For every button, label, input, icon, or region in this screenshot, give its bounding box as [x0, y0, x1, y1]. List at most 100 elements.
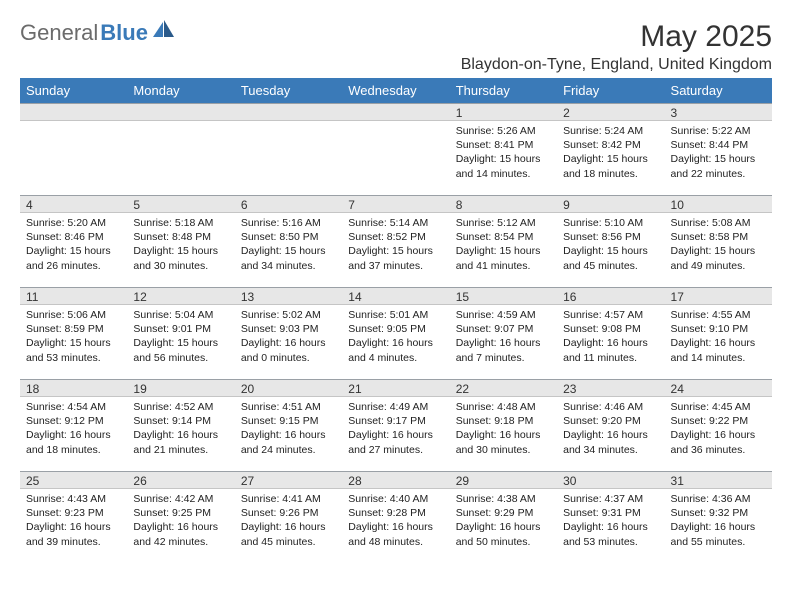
calendar-day-cell: 30Sunrise: 4:37 AMSunset: 9:31 PMDayligh… — [557, 471, 664, 563]
sunset-line: Sunset: 8:52 PM — [348, 230, 443, 244]
sunrise-line: Sunrise: 4:42 AM — [133, 492, 228, 506]
sunset-line: Sunset: 8:41 PM — [456, 138, 551, 152]
daylight-line: Daylight: 15 hours and 53 minutes. — [26, 336, 121, 364]
day-number: 27 — [235, 471, 342, 489]
sunrise-line: Sunrise: 4:40 AM — [348, 492, 443, 506]
sunset-line: Sunset: 9:17 PM — [348, 414, 443, 428]
sunset-line: Sunset: 9:20 PM — [563, 414, 658, 428]
day-details: Sunrise: 5:12 AMSunset: 8:54 PMDaylight:… — [450, 213, 557, 275]
sunrise-line: Sunrise: 5:06 AM — [26, 308, 121, 322]
daylight-line: Daylight: 15 hours and 45 minutes. — [563, 244, 658, 272]
day-details: Sunrise: 4:42 AMSunset: 9:25 PMDaylight:… — [127, 489, 234, 551]
calendar-table: Sunday Monday Tuesday Wednesday Thursday… — [20, 78, 772, 563]
sunset-line: Sunset: 9:26 PM — [241, 506, 336, 520]
daylight-line: Daylight: 16 hours and 55 minutes. — [671, 520, 766, 548]
calendar-day-cell: 14Sunrise: 5:01 AMSunset: 9:05 PMDayligh… — [342, 287, 449, 379]
daylight-line: Daylight: 15 hours and 34 minutes. — [241, 244, 336, 272]
sunset-line: Sunset: 8:56 PM — [563, 230, 658, 244]
day-details: Sunrise: 4:43 AMSunset: 9:23 PMDaylight:… — [20, 489, 127, 551]
day-details: Sunrise: 5:04 AMSunset: 9:01 PMDaylight:… — [127, 305, 234, 367]
daylight-line: Daylight: 16 hours and 42 minutes. — [133, 520, 228, 548]
day-number: 11 — [20, 287, 127, 305]
calendar-day-cell: 6Sunrise: 5:16 AMSunset: 8:50 PMDaylight… — [235, 195, 342, 287]
day-details: Sunrise: 4:55 AMSunset: 9:10 PMDaylight:… — [665, 305, 772, 367]
day-details: Sunrise: 5:24 AMSunset: 8:42 PMDaylight:… — [557, 121, 664, 183]
daylight-line: Daylight: 16 hours and 50 minutes. — [456, 520, 551, 548]
sunrise-line: Sunrise: 4:45 AM — [671, 400, 766, 414]
sunset-line: Sunset: 8:50 PM — [241, 230, 336, 244]
calendar-day-cell: 20Sunrise: 4:51 AMSunset: 9:15 PMDayligh… — [235, 379, 342, 471]
sunrise-line: Sunrise: 5:14 AM — [348, 216, 443, 230]
sunset-line: Sunset: 9:12 PM — [26, 414, 121, 428]
day-number: 23 — [557, 379, 664, 397]
day-details: Sunrise: 5:26 AMSunset: 8:41 PMDaylight:… — [450, 121, 557, 183]
daylight-line: Daylight: 16 hours and 7 minutes. — [456, 336, 551, 364]
calendar-day-cell: 21Sunrise: 4:49 AMSunset: 9:17 PMDayligh… — [342, 379, 449, 471]
calendar-day-cell: 3Sunrise: 5:22 AMSunset: 8:44 PMDaylight… — [665, 103, 772, 195]
sunrise-line: Sunrise: 5:26 AM — [456, 124, 551, 138]
weekday-header-row: Sunday Monday Tuesday Wednesday Thursday… — [20, 78, 772, 103]
day-number: 7 — [342, 195, 449, 213]
weekday-header: Saturday — [665, 78, 772, 103]
day-number: 17 — [665, 287, 772, 305]
day-number: 8 — [450, 195, 557, 213]
calendar-day-cell — [127, 103, 234, 195]
weekday-header: Friday — [557, 78, 664, 103]
day-number: 5 — [127, 195, 234, 213]
sunset-line: Sunset: 9:23 PM — [26, 506, 121, 520]
sunrise-line: Sunrise: 5:10 AM — [563, 216, 658, 230]
calendar-week-row: 18Sunrise: 4:54 AMSunset: 9:12 PMDayligh… — [20, 379, 772, 471]
sunset-line: Sunset: 8:48 PM — [133, 230, 228, 244]
page-title: May 2025 — [461, 20, 772, 54]
day-number: 25 — [20, 471, 127, 489]
location-subtitle: Blaydon-on-Tyne, England, United Kingdom — [461, 56, 772, 74]
sunrise-line: Sunrise: 5:24 AM — [563, 124, 658, 138]
calendar-day-cell: 4Sunrise: 5:20 AMSunset: 8:46 PMDaylight… — [20, 195, 127, 287]
sunrise-line: Sunrise: 4:46 AM — [563, 400, 658, 414]
day-number: 22 — [450, 379, 557, 397]
weekday-header: Tuesday — [235, 78, 342, 103]
sunrise-line: Sunrise: 5:02 AM — [241, 308, 336, 322]
sunrise-line: Sunrise: 4:57 AM — [563, 308, 658, 322]
day-details: Sunrise: 4:45 AMSunset: 9:22 PMDaylight:… — [665, 397, 772, 459]
day-number: 4 — [20, 195, 127, 213]
sunrise-line: Sunrise: 4:37 AM — [563, 492, 658, 506]
daylight-line: Daylight: 15 hours and 18 minutes. — [563, 152, 658, 180]
brand-text-1: General — [20, 20, 98, 46]
day-number: 26 — [127, 471, 234, 489]
sunset-line: Sunset: 9:29 PM — [456, 506, 551, 520]
weekday-header: Thursday — [450, 78, 557, 103]
sunset-line: Sunset: 8:58 PM — [671, 230, 766, 244]
daylight-line: Daylight: 15 hours and 26 minutes. — [26, 244, 121, 272]
day-details: Sunrise: 5:16 AMSunset: 8:50 PMDaylight:… — [235, 213, 342, 275]
sunset-line: Sunset: 9:18 PM — [456, 414, 551, 428]
daylight-line: Daylight: 16 hours and 34 minutes. — [563, 428, 658, 456]
sunset-line: Sunset: 9:05 PM — [348, 322, 443, 336]
sunrise-line: Sunrise: 5:18 AM — [133, 216, 228, 230]
calendar-day-cell: 13Sunrise: 5:02 AMSunset: 9:03 PMDayligh… — [235, 287, 342, 379]
daylight-line: Daylight: 16 hours and 36 minutes. — [671, 428, 766, 456]
sunrise-line: Sunrise: 4:55 AM — [671, 308, 766, 322]
calendar-week-row: 25Sunrise: 4:43 AMSunset: 9:23 PMDayligh… — [20, 471, 772, 563]
sunrise-line: Sunrise: 4:38 AM — [456, 492, 551, 506]
day-details: Sunrise: 4:40 AMSunset: 9:28 PMDaylight:… — [342, 489, 449, 551]
day-details: Sunrise: 4:52 AMSunset: 9:14 PMDaylight:… — [127, 397, 234, 459]
sunset-line: Sunset: 9:07 PM — [456, 322, 551, 336]
calendar-day-cell: 8Sunrise: 5:12 AMSunset: 8:54 PMDaylight… — [450, 195, 557, 287]
empty-day-number — [127, 103, 234, 121]
day-details: Sunrise: 4:59 AMSunset: 9:07 PMDaylight:… — [450, 305, 557, 367]
calendar-day-cell: 29Sunrise: 4:38 AMSunset: 9:29 PMDayligh… — [450, 471, 557, 563]
sunrise-line: Sunrise: 4:43 AM — [26, 492, 121, 506]
calendar-day-cell: 12Sunrise: 5:04 AMSunset: 9:01 PMDayligh… — [127, 287, 234, 379]
day-details: Sunrise: 4:54 AMSunset: 9:12 PMDaylight:… — [20, 397, 127, 459]
day-number: 18 — [20, 379, 127, 397]
calendar-day-cell: 11Sunrise: 5:06 AMSunset: 8:59 PMDayligh… — [20, 287, 127, 379]
sunset-line: Sunset: 8:42 PM — [563, 138, 658, 152]
daylight-line: Daylight: 15 hours and 56 minutes. — [133, 336, 228, 364]
sunrise-line: Sunrise: 5:04 AM — [133, 308, 228, 322]
calendar-week-row: 11Sunrise: 5:06 AMSunset: 8:59 PMDayligh… — [20, 287, 772, 379]
calendar-day-cell: 9Sunrise: 5:10 AMSunset: 8:56 PMDaylight… — [557, 195, 664, 287]
calendar-day-cell — [342, 103, 449, 195]
day-number: 2 — [557, 103, 664, 121]
calendar-day-cell: 25Sunrise: 4:43 AMSunset: 9:23 PMDayligh… — [20, 471, 127, 563]
